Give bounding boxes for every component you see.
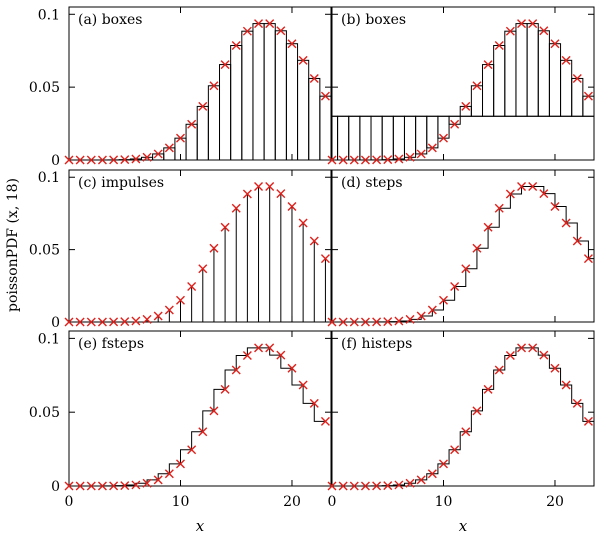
bar [231, 46, 242, 160]
y-axis-label: poissonPDF (x, 18) [5, 178, 21, 312]
bar [253, 24, 264, 160]
panel-label: (a) boxes [78, 12, 142, 28]
bar [505, 31, 516, 116]
x-tick-label: 20 [283, 494, 301, 510]
panel-frame [69, 7, 331, 160]
bar [164, 148, 175, 160]
panel-label: (e) fsteps [78, 336, 144, 352]
bar [483, 65, 494, 117]
bar [286, 44, 297, 160]
bar [371, 116, 382, 160]
x-axis-label: x [196, 517, 205, 535]
panel-label: (d) steps [341, 175, 403, 191]
x-tick-label: 10 [172, 494, 190, 510]
panel-frame [69, 331, 331, 486]
bar [309, 78, 320, 160]
panel-label: (f) histeps [341, 336, 412, 352]
bar [332, 116, 338, 160]
y-tick-label: 0.05 [29, 405, 60, 421]
y-tick-label: 0.05 [29, 80, 60, 96]
x-tick-label: 20 [546, 494, 564, 510]
x-axis-label: x [459, 517, 468, 535]
bar [275, 31, 286, 160]
bar [572, 78, 583, 116]
bar [208, 86, 219, 160]
data-point [132, 317, 140, 325]
bar [360, 116, 371, 160]
bar [186, 124, 197, 160]
bar [549, 44, 560, 117]
panel-frame [332, 331, 594, 486]
bar [561, 60, 572, 116]
bar [298, 60, 309, 160]
bar [393, 116, 404, 159]
bar [471, 86, 482, 116]
bar [527, 24, 538, 117]
panel-frame [332, 170, 594, 322]
y-tick-label: 0 [51, 479, 60, 495]
y-tick-label: 0 [51, 315, 60, 331]
bar [197, 106, 208, 160]
bar [427, 116, 438, 148]
bar [516, 24, 527, 117]
y-tick-label: 0.1 [38, 7, 60, 23]
y-tick-label: 0 [51, 153, 60, 169]
y-tick-label: 0.1 [38, 331, 60, 347]
bar [382, 116, 393, 159]
bar [338, 116, 349, 160]
step-line [69, 348, 325, 486]
bar [320, 96, 331, 160]
panel-label: (c) impulses [78, 175, 164, 191]
x-tick-label: 0 [328, 494, 337, 510]
x-tick-label: 10 [435, 494, 453, 510]
y-tick-label: 0.05 [29, 243, 60, 259]
bar [264, 24, 275, 160]
bar [460, 106, 471, 116]
bar [494, 46, 505, 117]
bar [349, 116, 360, 160]
bar [220, 65, 231, 160]
panel-label: (b) boxes [341, 12, 406, 28]
y-tick-label: 0.1 [38, 170, 60, 186]
bar [538, 31, 549, 116]
bar [242, 31, 253, 160]
bar [416, 116, 427, 154]
bar [404, 116, 415, 157]
x-tick-label: 0 [65, 494, 74, 510]
